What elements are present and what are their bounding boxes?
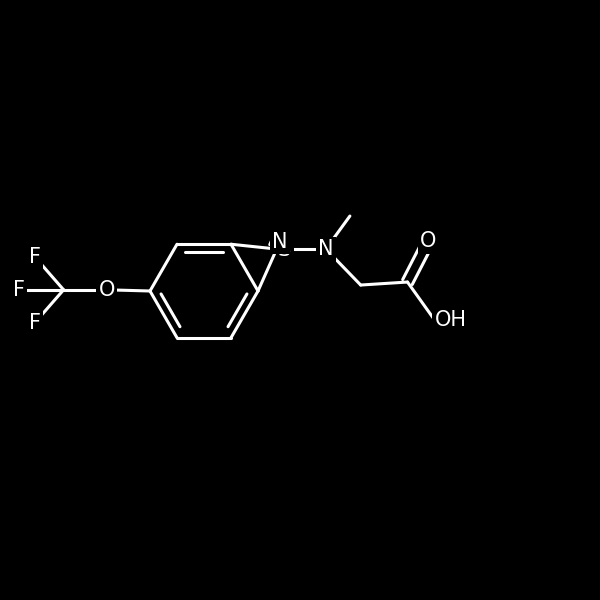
Text: O: O bbox=[420, 231, 437, 251]
Text: N: N bbox=[272, 232, 288, 251]
Text: OH: OH bbox=[434, 310, 466, 330]
Text: F: F bbox=[13, 280, 25, 300]
Text: F: F bbox=[29, 247, 41, 267]
Text: F: F bbox=[29, 313, 41, 333]
Text: N: N bbox=[318, 239, 334, 259]
Text: O: O bbox=[98, 280, 115, 300]
Text: S: S bbox=[278, 240, 292, 260]
